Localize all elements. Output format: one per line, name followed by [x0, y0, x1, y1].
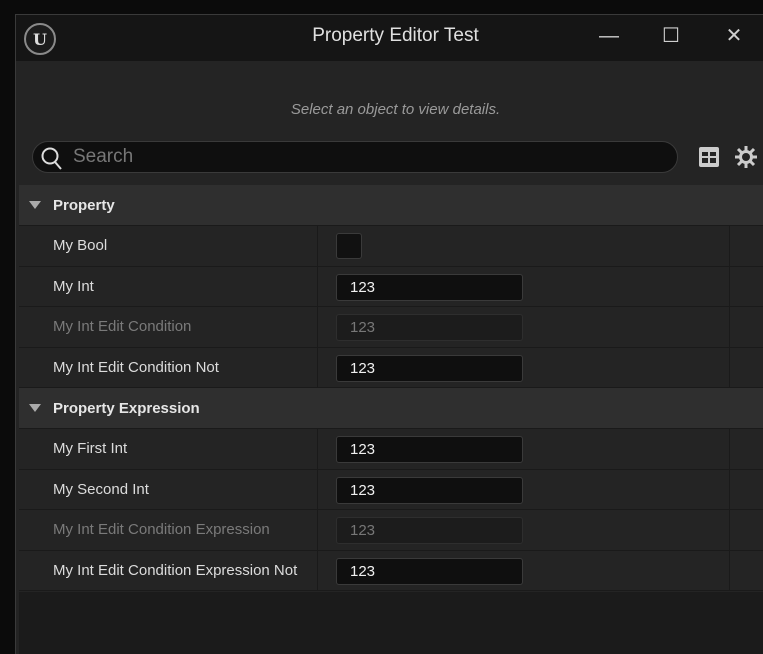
- minimize-button[interactable]: —: [599, 25, 619, 47]
- property-row-my-int-edit-condition-not: My Int Edit Condition Not 123: [19, 347, 763, 388]
- select-object-hint: Select an object to view details.: [290, 101, 501, 118]
- my-int-edit-condition-expression-not-input[interactable]: 123: [336, 557, 523, 585]
- property-row-my-bool: My Bool: [19, 226, 763, 267]
- property-row-my-int-edit-condition-expression: My Int Edit Condition Expression 123: [19, 510, 763, 551]
- property-row-my-int: My Int 123: [19, 266, 763, 307]
- maximize-button[interactable]: ☐: [662, 25, 680, 47]
- property-label: My Bool: [53, 237, 108, 255]
- property-label: My Int Edit Condition Expression: [53, 521, 270, 539]
- category-property-expression[interactable]: Property Expression: [19, 388, 763, 429]
- expand-triangle-icon[interactable]: [29, 201, 41, 209]
- settings-gear-icon[interactable]: [734, 145, 758, 169]
- window-title: Property Editor Test: [312, 25, 479, 46]
- my-int-edit-condition-input: 123: [336, 314, 523, 341]
- search-input[interactable]: [73, 142, 663, 172]
- my-int-edit-condition-not-input[interactable]: 123: [336, 354, 523, 382]
- category-label: Property: [53, 196, 115, 214]
- close-button[interactable]: ✕: [725, 25, 743, 47]
- my-int-input[interactable]: 123: [336, 273, 523, 301]
- my-int-edit-condition-expression-input: 123: [336, 517, 523, 544]
- search-box[interactable]: [32, 141, 678, 173]
- property-row-my-int-edit-condition: My Int Edit Condition 123: [19, 307, 763, 348]
- category-label: Property Expression: [53, 399, 200, 417]
- my-first-int-input[interactable]: 123: [336, 436, 523, 463]
- table-view-icon[interactable]: [698, 146, 720, 168]
- property-label: My Int Edit Condition Expression Not: [53, 561, 298, 579]
- category-property[interactable]: Property: [19, 185, 763, 226]
- search-icon: [41, 147, 62, 170]
- property-label: My Int Edit Condition Not: [53, 358, 219, 376]
- empty-area: [19, 592, 763, 654]
- my-bool-checkbox[interactable]: [336, 233, 362, 259]
- my-second-int-input[interactable]: 123: [336, 476, 523, 504]
- property-editor-window: U Property Editor Test — ☐ ✕ Select an o…: [15, 14, 763, 654]
- expand-triangle-icon[interactable]: [29, 404, 41, 412]
- property-row-my-second-int: My Second Int 123: [19, 469, 763, 510]
- property-label: My Second Int: [53, 480, 149, 498]
- property-label: My Int: [53, 277, 94, 295]
- property-label: My Int Edit Condition: [53, 318, 192, 336]
- property-row-my-first-int: My First Int 123: [19, 429, 763, 470]
- property-row-my-int-edit-condition-expression-not: My Int Edit Condition Expression Not 123: [19, 550, 763, 591]
- title-bar[interactable]: U Property Editor Test — ☐ ✕: [16, 15, 763, 61]
- unreal-logo-icon: U: [24, 23, 56, 55]
- details-grid: Property My Bool My Int 123 My Int Edit C…: [19, 185, 763, 591]
- property-label: My First Int: [53, 440, 128, 458]
